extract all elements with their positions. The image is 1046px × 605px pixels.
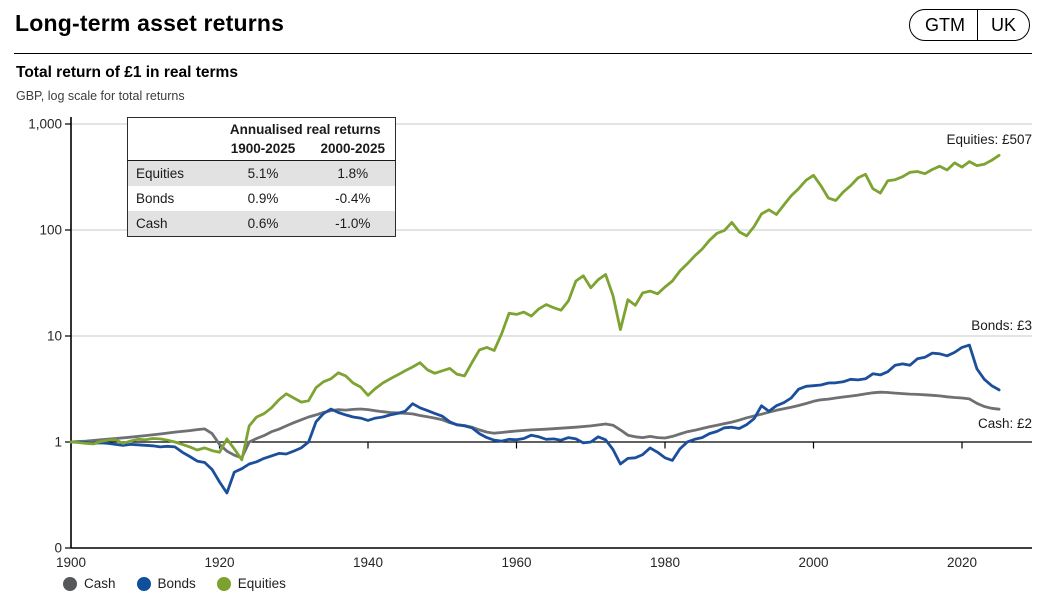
title-divider (14, 53, 1032, 54)
y-tick-label: 1,000 (28, 117, 62, 132)
cash-legend-dot (63, 576, 77, 591)
row-label: Bonds (136, 191, 175, 206)
equities-end-label: Equities: £507 (946, 132, 1032, 147)
row-value: 0.9% (247, 191, 279, 206)
chart-subtitle: GBP, log scale for total returns (16, 89, 185, 103)
table-corner-cell (128, 118, 216, 140)
y-tick-label: 1 (54, 435, 62, 450)
legend-label: Equities (237, 576, 286, 591)
y-tick-label: 100 (39, 223, 62, 238)
table-col-header: 2000-2025 (310, 139, 396, 161)
row-value: -1.0% (335, 216, 371, 231)
series-path-bonds (69, 343, 1001, 495)
legend-label: Bonds (157, 576, 196, 591)
x-tick-label: 2020 (947, 555, 977, 570)
page-title: Long-term asset returns (15, 10, 285, 36)
row-value: 5.1% (247, 166, 279, 181)
table-row-equities: Equities 5.1% 1.8% (127, 160, 396, 186)
row-value: 0.6% (247, 216, 279, 231)
table-corner-cell (127, 139, 216, 161)
legend-item-equities: Equities (216, 576, 286, 591)
x-tick-label: 2000 (798, 555, 828, 570)
x-tick-label: 1980 (650, 555, 680, 570)
badge-gtm-label: GTM (910, 10, 978, 40)
x-tick-label: 1960 (501, 555, 531, 570)
bonds-end-label: Bonds: £3 (971, 318, 1032, 333)
x-tick-label: 1940 (353, 555, 383, 570)
table-title: Annualised real returns (229, 122, 381, 137)
annualised-returns-table: Annualised real returns 1900-2025 2000-2… (127, 117, 397, 237)
row-value: 1.8% (337, 166, 369, 181)
chart-title: Total return of £1 in real terms (16, 64, 238, 81)
table-row-bonds: Bonds 0.9% -0.4% (128, 186, 396, 211)
x-tick-label: 1920 (204, 555, 234, 570)
series-path-cash (69, 390, 1001, 460)
cash-end-label: Cash: £2 (977, 416, 1032, 431)
row-label: Equities (136, 166, 185, 181)
legend-item-cash: Cash (63, 576, 116, 591)
legend-item-bonds: Bonds (136, 576, 196, 591)
row-value: -0.4% (335, 191, 371, 206)
table-row-cash: Cash 0.6% -1.0% (127, 211, 396, 237)
equities-legend-dot (216, 576, 231, 591)
legend-label: Cash (84, 576, 116, 591)
row-label: Cash (136, 216, 168, 231)
series-path-equities (69, 153, 1001, 462)
table-col-header: 1900-2025 (215, 139, 311, 161)
gtm-uk-badge: GTM UK (908, 9, 1030, 41)
y-tick-label: 0 (54, 541, 62, 556)
badge-uk-label: UK (990, 14, 1016, 35)
x-tick-label: 1900 (56, 555, 86, 570)
legend: Cash Bonds Equities (63, 576, 286, 591)
bonds-legend-dot (136, 576, 151, 591)
y-tick-label: 10 (47, 329, 62, 344)
